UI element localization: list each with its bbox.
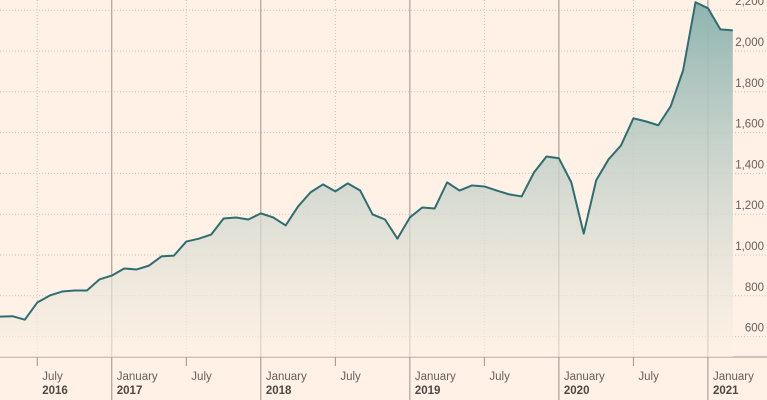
plot (0, 1, 733, 358)
y-tick-label: 1,600 (735, 119, 764, 131)
y-tick-label: 1,000 (735, 241, 764, 253)
x-year-label: 2021 (713, 385, 739, 397)
y-tick-label: 800 (745, 282, 764, 294)
labels: 600 800 1,000 1,200 1,400 1,600 1,800 2,000 2,20… (42, 0, 764, 397)
y-tick-label: 1,800 (735, 78, 764, 90)
x-tick-label: July (638, 371, 659, 383)
x-tick-label: January (713, 371, 754, 383)
y-tick-label: 2,200 (735, 0, 764, 8)
x-year-label: 2016 (42, 385, 68, 397)
x-tick-label: July (191, 371, 212, 383)
x-year-label: 2018 (266, 385, 292, 397)
line (0, 1, 733, 321)
y-tick-label: 1,400 (735, 159, 764, 171)
y-tick-label: 1,200 (735, 200, 764, 212)
x-tick-label: January (415, 371, 456, 383)
x-tick-label: July (489, 371, 510, 383)
x-tick-label: July (42, 371, 63, 383)
x-year-label: 2019 (415, 385, 441, 397)
x-tick-label: January (564, 371, 605, 383)
x-tick-label: January (266, 371, 307, 383)
y-tick-label: 600 (745, 323, 764, 335)
y-tick-label: 2,000 (735, 37, 764, 49)
x-tick-label: January (117, 371, 158, 383)
x-year-label: 2020 (564, 385, 590, 397)
x-year-label: 2017 (117, 385, 143, 397)
x-tick-label: July (340, 371, 361, 383)
area (0, 2, 733, 358)
